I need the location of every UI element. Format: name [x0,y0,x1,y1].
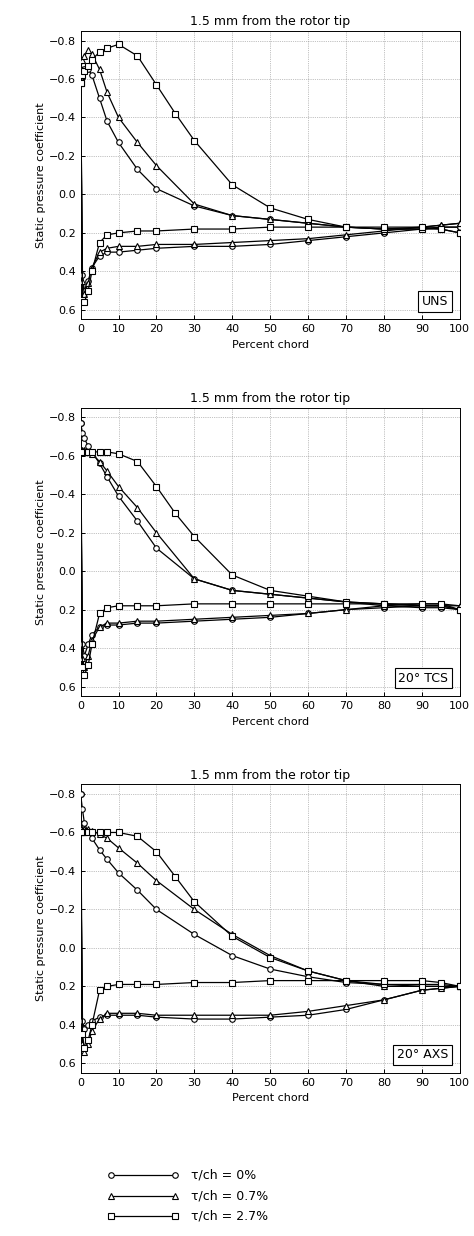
Text: 20° TCS: 20° TCS [399,671,448,685]
Text: 20° AXS: 20° AXS [397,1048,448,1062]
Title: 1.5 mm from the rotor tip: 1.5 mm from the rotor tip [190,392,350,405]
Text: UNS: UNS [422,295,448,308]
Text: τ/ch = 0%: τ/ch = 0% [191,1168,256,1182]
Text: τ/ch = 0.7%: τ/ch = 0.7% [191,1189,268,1201]
Y-axis label: Static pressure coefficient: Static pressure coefficient [36,103,46,248]
Title: 1.5 mm from the rotor tip: 1.5 mm from the rotor tip [190,769,350,782]
X-axis label: Percent chord: Percent chord [232,717,309,727]
X-axis label: Percent chord: Percent chord [232,340,309,350]
Y-axis label: Static pressure coefficient: Static pressure coefficient [36,480,46,624]
Text: τ/ch = 2.7%: τ/ch = 2.7% [191,1210,268,1222]
Title: 1.5 mm from the rotor tip: 1.5 mm from the rotor tip [190,15,350,28]
X-axis label: Percent chord: Percent chord [232,1094,309,1104]
Y-axis label: Static pressure coefficient: Static pressure coefficient [36,855,46,1001]
